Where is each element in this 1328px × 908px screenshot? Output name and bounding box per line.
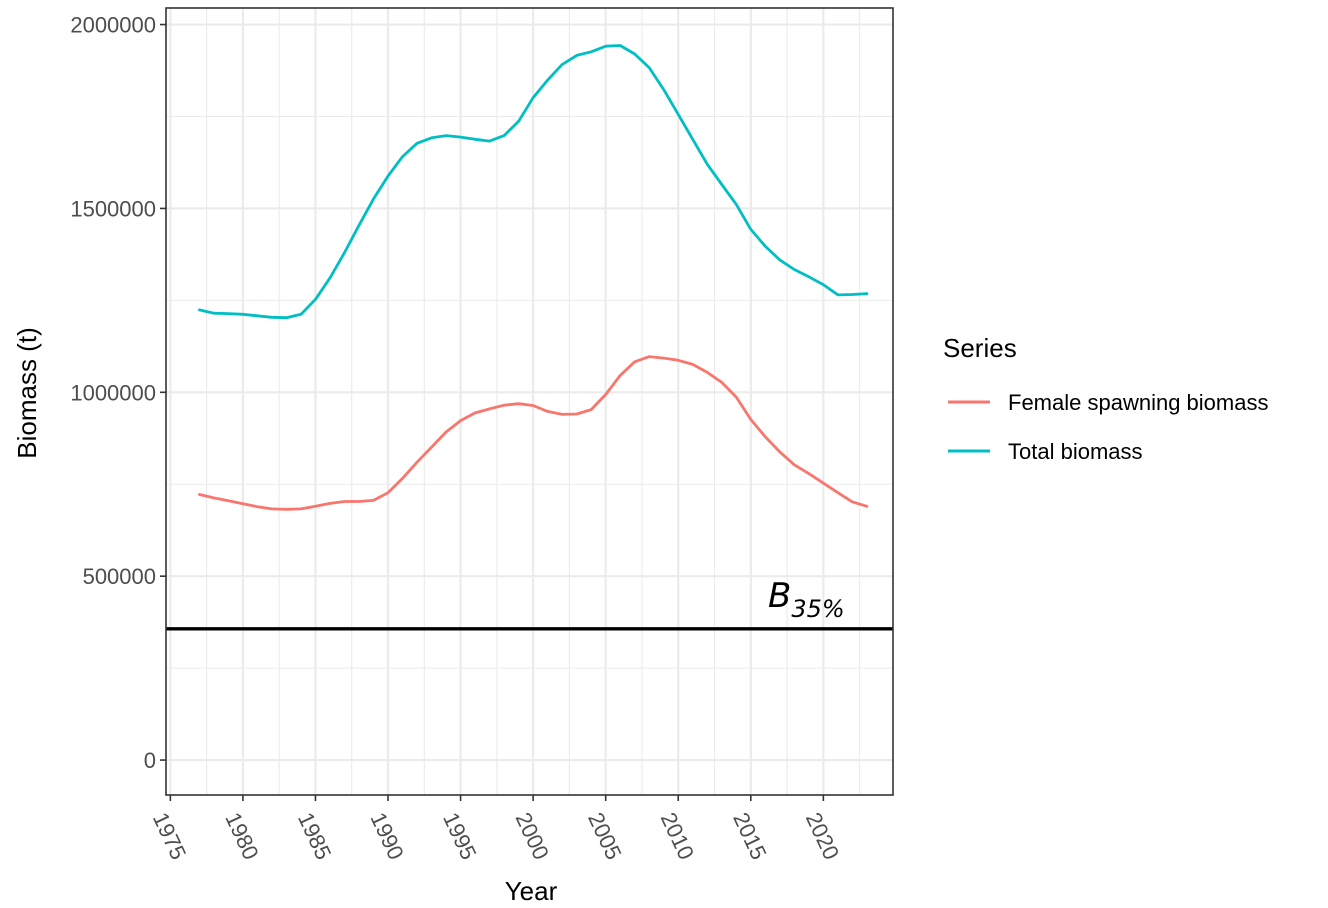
- series-line-0: [197, 355, 869, 511]
- y-tick-labels: 0 500000 1000000 1500000 2000000: [70, 13, 156, 774]
- y-tick-label: 2000000: [70, 13, 156, 38]
- plot-panel-border: [165, 7, 894, 796]
- y-tick-label: 1500000: [70, 196, 156, 221]
- legend-label-0: Female spawning biomass: [1008, 390, 1268, 415]
- legend-title: Series: [943, 333, 1017, 363]
- major-gridlines: [166, 8, 893, 795]
- x-axis-title: Year: [505, 876, 558, 906]
- b35-reference-label: B35%: [768, 576, 845, 623]
- y-axis-title: Biomass (t): [12, 327, 42, 458]
- series-line-1: [197, 44, 869, 320]
- minor-gridlines: [166, 8, 893, 795]
- legend-label-1: Total biomass: [1008, 439, 1143, 464]
- y-tick-label: 1000000: [70, 380, 156, 405]
- y-tick-label: 500000: [83, 564, 156, 589]
- b35-label-main: B: [768, 576, 791, 616]
- y-tick-label: 0: [144, 748, 156, 773]
- series-lines: [197, 44, 869, 511]
- legend: Series Female spawning biomass Total biom…: [943, 333, 1268, 464]
- b35-label-subscript: 35%: [791, 595, 844, 623]
- axis-ticks: [160, 23, 825, 801]
- reference-line-group: B35%: [166, 576, 893, 631]
